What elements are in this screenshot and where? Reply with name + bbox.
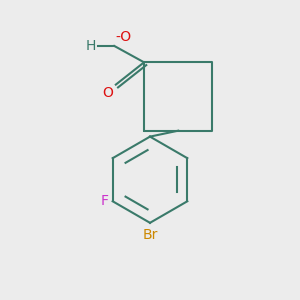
Text: -O: -O xyxy=(116,31,132,44)
Text: H: H xyxy=(85,39,96,53)
Text: F: F xyxy=(100,194,108,208)
Text: O: O xyxy=(102,86,113,100)
Text: Br: Br xyxy=(142,228,158,242)
